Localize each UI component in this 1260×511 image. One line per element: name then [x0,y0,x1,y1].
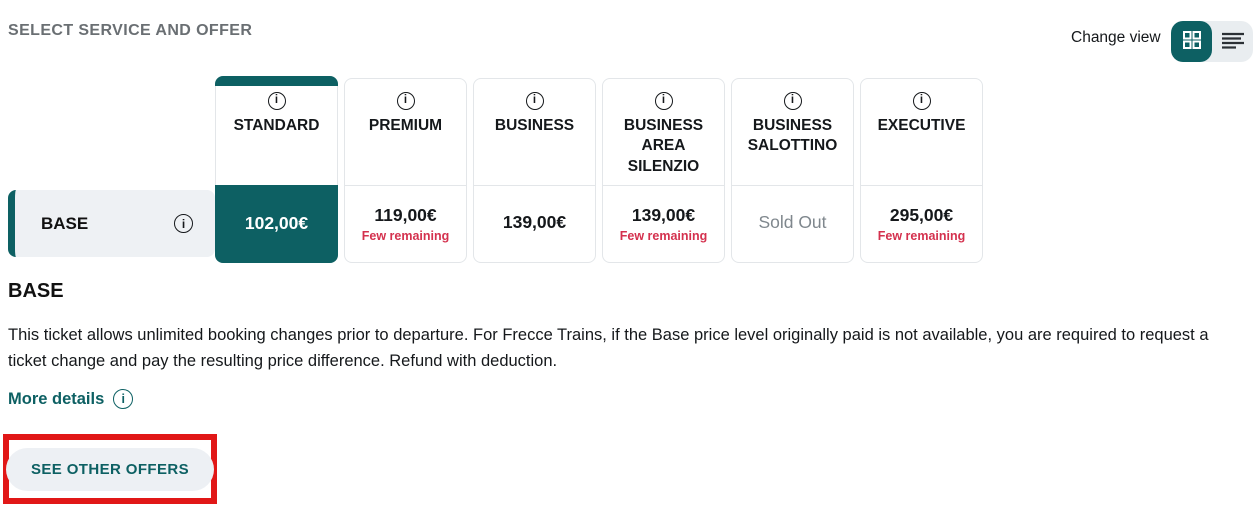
more-details-label: More details [8,389,105,408]
service-column-business-area-silenzio: i BUSINESS AREA SILENZIO 139,00€ Few rem… [602,78,725,263]
service-name: BUSINESS SALOTTINO [747,117,838,155]
sold-out-label: Sold Out [758,212,827,232]
list-view-icon [1221,31,1244,52]
info-icon[interactable]: i [912,92,931,110]
price-value: 139,00€ [502,212,567,232]
price-cell-business[interactable]: 139,00€ [474,185,595,262]
service-column-executive: i EXECUTIVE 295,00€ Few remaining [860,78,983,263]
info-icon[interactable]: i [654,92,673,110]
service-name: BUSINESS [494,117,575,134]
info-icon[interactable]: i [174,214,193,233]
page-title: SELECT SERVICE AND OFFER [8,22,253,39]
service-column-business-salottino: i BUSINESS SALOTTINO Sold Out [731,78,854,263]
column-header-standard: i STANDARD [216,79,337,185]
column-header-business-area-silenzio: i BUSINESS AREA SILENZIO [603,79,724,185]
see-other-offers-button[interactable]: SEE OTHER OFFERS [5,447,215,491]
service-name: EXECUTIVE [877,117,966,134]
column-header-business-salottino: i BUSINESS SALOTTINO [732,79,853,185]
info-icon[interactable]: i [267,92,286,110]
column-header-executive: i EXECUTIVE [861,79,982,185]
price-cell-standard[interactable]: 102,00€ [215,185,338,263]
grid-view-icon [1182,30,1202,53]
availability-note: Few remaining [619,229,708,243]
price-cell-business-salottino: Sold Out [732,185,853,262]
info-icon[interactable]: i [396,92,415,110]
service-column-premium: i PREMIUM 119,00€ Few remaining [344,78,467,263]
service-name: STANDARD [233,117,320,134]
availability-note: Few remaining [361,229,450,243]
price-value: 119,00€ [374,205,437,225]
service-name: PREMIUM [368,117,443,134]
column-header-premium: i PREMIUM [345,79,466,185]
info-icon[interactable]: i [783,92,802,110]
service-column-business: i BUSINESS 139,00€ [473,78,596,263]
list-view-button[interactable] [1212,21,1253,62]
info-icon[interactable]: i [525,92,544,110]
fare-description: This ticket allows unlimited booking cha… [8,326,1209,370]
service-name: BUSINESS AREA SILENZIO [623,117,704,175]
price-cell-executive[interactable]: 295,00€ Few remaining [861,185,982,262]
price-value: 295,00€ [889,205,954,225]
price-value: 102,00€ [244,212,309,233]
column-header-business: i BUSINESS [474,79,595,185]
more-details-link[interactable]: More details i [8,389,134,409]
fare-row-label: BASE [41,213,89,233]
service-column-standard: i STANDARD 102,00€ [215,76,338,263]
price-value: 139,00€ [631,205,696,225]
fare-details-title: BASE [8,280,64,302]
fare-row-base: BASE i [8,190,215,257]
price-cell-premium[interactable]: 119,00€ Few remaining [345,185,466,262]
info-icon: i [113,389,134,409]
grid-view-button[interactable] [1171,21,1212,62]
change-view-label: Change view [1071,29,1161,46]
availability-note: Few remaining [877,229,966,243]
price-cell-business-area-silenzio[interactable]: 139,00€ Few remaining [603,185,724,262]
annotation-highlight-box: SEE OTHER OFFERS [3,434,217,504]
view-toggle [1171,21,1253,62]
